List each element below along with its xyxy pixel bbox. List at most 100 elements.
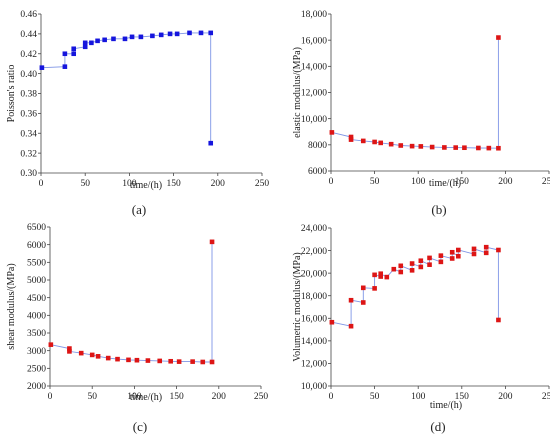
data-point (71, 46, 77, 52)
x-tick-label: 200 (211, 179, 226, 189)
data-point (89, 40, 94, 46)
data-point (348, 297, 354, 303)
data-point (167, 31, 173, 37)
data-point (129, 34, 135, 40)
data-point (115, 356, 120, 362)
data-point (89, 352, 95, 358)
y-tick-label: 6000 (27, 241, 46, 251)
y-tick-label: 16,000 (301, 36, 327, 46)
x-tick-label: 50 (370, 177, 380, 187)
x-tick-label: 200 (498, 392, 513, 402)
data-point (348, 323, 354, 329)
y-tick-label: 0.46 (20, 10, 37, 20)
data-point (348, 137, 354, 142)
data-point (157, 358, 163, 364)
y-tick-label: 0.44 (20, 30, 37, 40)
x-tick-label: 50 (87, 392, 97, 402)
y-tick-label: 20,000 (301, 269, 327, 279)
y-tick-label: 10,000 (301, 115, 327, 125)
data-point (409, 143, 415, 149)
data-point (486, 145, 492, 151)
chart-panel: 0 50 100 150 200 250 2000 2500 3000 3500 4000 4500 5… (6, 223, 268, 434)
data-point (62, 64, 68, 69)
y-axis-title: shear modulus/(MPa) (6, 263, 17, 349)
chart-panel: 0 50 100 150 200 250 6000 8000 10,000 12,000 14,00… (292, 10, 550, 217)
y-tick-label: 18,000 (301, 10, 327, 20)
data-point (209, 359, 215, 365)
data-point (174, 31, 180, 37)
y-tick-label: 0.38 (20, 90, 37, 100)
data-point (158, 32, 164, 38)
data-point (496, 317, 501, 323)
data-point (208, 30, 214, 36)
x-tick-label: 0 (48, 392, 53, 402)
data-point (409, 261, 415, 266)
x-tick-label: 50 (80, 179, 90, 189)
data-point (187, 30, 192, 36)
y-tick-label: 3000 (27, 347, 46, 357)
panel-label: (b) (431, 202, 446, 217)
data-point (360, 138, 366, 144)
y-axis-title: Volumetric modulus/(MPa) (292, 252, 303, 362)
data-point (442, 145, 447, 150)
data-point (39, 65, 45, 70)
y-tick-label: 6000 (308, 167, 327, 177)
y-tick-label: 0.32 (20, 149, 37, 159)
y-tick-label: 12,000 (301, 89, 327, 99)
y-tick-label: 8000 (308, 141, 327, 151)
data-point (418, 258, 424, 264)
x-tick-label: 0 (329, 392, 334, 402)
y-tick-label: 16,000 (301, 314, 327, 324)
x-tick-label: 250 (542, 392, 550, 402)
y-tick-label: 14,000 (301, 63, 327, 73)
data-point (496, 35, 501, 40)
data-point (418, 144, 424, 149)
x-tick-label: 100 (411, 177, 426, 187)
x-tick-label: 250 (542, 177, 550, 187)
data-point (348, 134, 354, 140)
data-point (67, 346, 72, 351)
data-point (145, 358, 151, 363)
data-point (429, 144, 435, 150)
data-point (62, 51, 68, 57)
x-tick-label: 0 (329, 177, 334, 187)
data-point (427, 262, 432, 267)
data-point (418, 264, 424, 270)
series-line (41, 32, 212, 144)
data-point (82, 40, 88, 46)
data-point (384, 274, 390, 280)
data-point (378, 271, 384, 277)
x-tick-label: 100 (127, 392, 142, 402)
data-point (176, 359, 182, 364)
data-point (391, 266, 397, 272)
data-point (360, 300, 366, 305)
data-point (476, 145, 481, 151)
y-axis-title: elastic modulus/(MPa) (292, 47, 303, 138)
data-point (95, 354, 101, 359)
data-point (449, 256, 455, 261)
y-tick-label: 5500 (27, 259, 46, 269)
y-axis-title: Poisson's ratio (6, 65, 17, 123)
y-tick-label: 0.34 (20, 129, 37, 139)
data-point (398, 269, 404, 275)
x-tick-label: 200 (498, 177, 513, 187)
x-tick-label: 100 (122, 179, 137, 189)
y-tick-label: 24,000 (301, 224, 327, 234)
data-point (398, 263, 404, 269)
y-tick-label: 0.30 (20, 169, 37, 179)
chart-panel: 0 50 100 150 200 250 0.30 0.32 0.34 0.36 0.38 0.40 0… (6, 10, 269, 217)
data-point (48, 342, 54, 347)
y-tick-label: 18,000 (301, 292, 327, 302)
data-point (462, 145, 467, 151)
x-axis-title: time/(h) (130, 392, 162, 403)
y-tick-label: 2000 (27, 382, 46, 392)
panel-label: (a) (132, 202, 146, 217)
y-tick-label: 10,000 (301, 382, 327, 392)
data-point (329, 319, 335, 325)
y-tick-label: 12,000 (301, 360, 327, 370)
y-tick-label: 4500 (27, 294, 46, 304)
x-axis-title: time/(h) (430, 400, 462, 411)
data-point (198, 30, 204, 36)
